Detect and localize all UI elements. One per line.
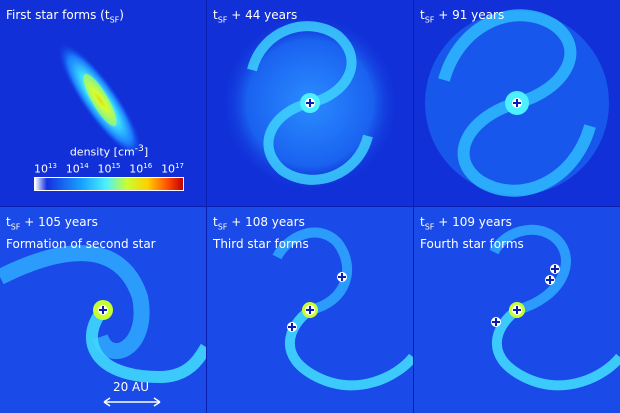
scale-bar-label: 20 AU (112, 380, 150, 394)
panel-5-label: tSF + 108 years (213, 215, 305, 232)
panel-1-image (57, 41, 143, 159)
panel-6-caption: Fourth star forms (420, 237, 524, 251)
panel-4-caption: Formation of second star (6, 237, 156, 251)
panel-1-label: First star forms (tSF) (6, 8, 124, 25)
colorbar-gradient (34, 177, 184, 192)
colorbar-ticks: 1013 1014 1015 1016 1017 (34, 162, 184, 176)
panel-4-label: tSF + 105 years (6, 215, 98, 232)
colorbar-tick: 1017 (161, 161, 184, 176)
panel-3: tSF + 91 years (414, 0, 620, 206)
colorbar-tick: 1016 (129, 161, 153, 176)
panel-2-image (220, 13, 400, 193)
panel-1: First star forms (tSF) density [cm-3] 10… (0, 0, 206, 206)
panel-2: tSF + 44 years (207, 0, 413, 206)
colorbar-tick: 1013 (34, 161, 57, 176)
colorbar-tick: 1015 (97, 161, 121, 176)
panel-5: tSF + 108 years Third star forms (207, 207, 413, 413)
panel-3-image (425, 9, 609, 197)
panel-4-image (0, 207, 206, 413)
colorbar-title: density [cm-3] (69, 143, 149, 159)
panel-6-label: tSF + 109 years (420, 215, 512, 232)
scale-bar-arrows (103, 397, 161, 407)
panel-2-label: tSF + 44 years (213, 8, 298, 25)
panel-3-label: tSF + 91 years (420, 8, 505, 25)
colorbar: density [cm-3] 1013 1014 1015 1016 1017 (34, 143, 184, 192)
panel-5-caption: Third star forms (213, 237, 309, 251)
panel-6-image (414, 207, 620, 413)
panel-4: tSF + 105 years Formation of second star (0, 207, 206, 413)
scale-bar: 20 AU (100, 380, 162, 394)
panel-6: tSF + 109 years Fourth star forms (414, 207, 620, 413)
colorbar-tick: 1014 (65, 161, 89, 176)
panel-5-image (207, 207, 413, 413)
